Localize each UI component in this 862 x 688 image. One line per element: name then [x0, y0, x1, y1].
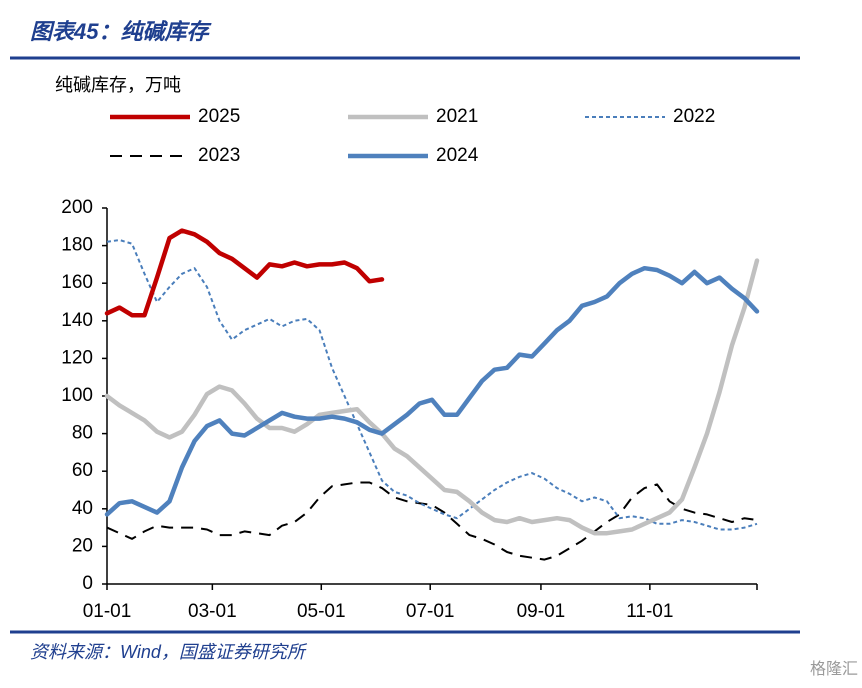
x-tick-label: 09-01 — [517, 601, 566, 622]
y-tick-label: 140 — [61, 310, 93, 331]
legend-label: 2025 — [198, 106, 240, 127]
source: 资料来源：Wind，国盛证券研究所 — [30, 642, 308, 662]
y-tick-label: 0 — [82, 573, 93, 594]
y-axis-label: 纯碱库存，万吨 — [55, 75, 181, 95]
y-tick-label: 120 — [61, 347, 93, 368]
x-tick-label: 03-01 — [188, 601, 237, 622]
y-tick-label: 40 — [72, 498, 93, 519]
x-tick-label: 05-01 — [297, 601, 346, 622]
y-tick-label: 60 — [72, 460, 93, 481]
series-line — [106, 481, 758, 561]
y-tick-label: 100 — [61, 385, 93, 406]
legend-label: 2021 — [436, 106, 478, 127]
x-tick-label: 07-01 — [406, 601, 455, 622]
legend-label: 2024 — [436, 145, 479, 166]
x-tick-label: 11-01 — [626, 601, 673, 622]
series-line — [106, 239, 758, 531]
y-tick-label: 200 — [61, 197, 93, 218]
y-tick-label: 80 — [72, 423, 93, 444]
series-line — [104, 265, 760, 517]
y-tick-label: 180 — [61, 235, 93, 256]
legend-label: 2022 — [673, 106, 715, 127]
x-tick-label: 01-01 — [83, 601, 132, 622]
chart-title: 图表45：纯碱库存 — [30, 19, 212, 44]
y-tick-label: 160 — [61, 272, 93, 293]
watermark: 格隆汇 — [810, 660, 858, 678]
series-line — [104, 228, 385, 318]
series-line — [104, 258, 760, 536]
legend-label: 2023 — [198, 145, 240, 166]
y-tick-label: 20 — [72, 535, 93, 556]
